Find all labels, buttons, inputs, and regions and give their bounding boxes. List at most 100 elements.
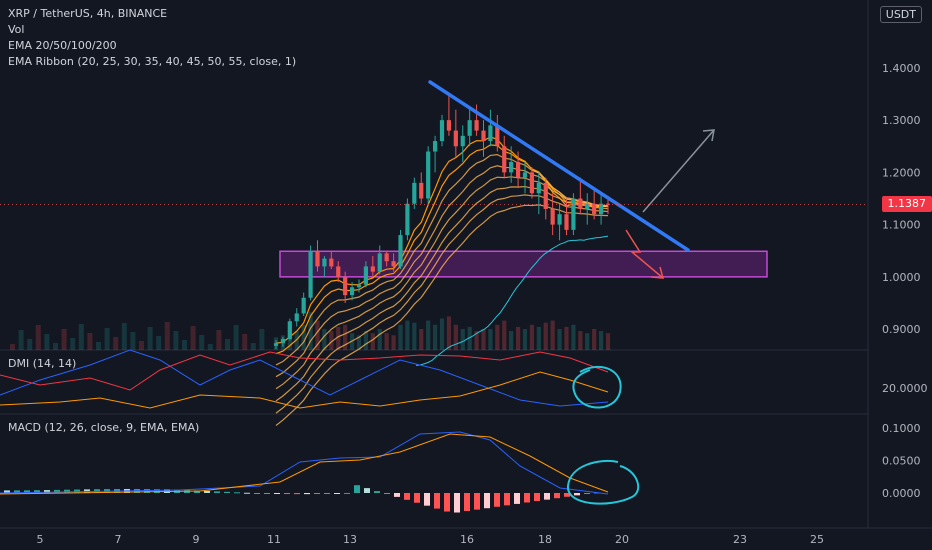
macd-histogram-bar xyxy=(54,489,60,493)
candle-body xyxy=(405,203,410,236)
volume-bar xyxy=(78,324,84,350)
bearish-arrow-head xyxy=(650,266,665,279)
volume-bar xyxy=(543,322,548,350)
candle-body xyxy=(349,287,355,296)
candle-body xyxy=(598,203,604,215)
time-tick-label: 5 xyxy=(37,533,44,546)
volume-bar xyxy=(377,329,382,350)
volume-bar xyxy=(412,322,417,350)
symbol-title[interactable]: XRP / TetherUS, 4h, BINANCE xyxy=(8,7,168,20)
macd-histogram-bar xyxy=(494,493,500,507)
time-tick-label: 9 xyxy=(193,533,200,546)
candle-body xyxy=(336,266,341,277)
last-price-badge: 1.1387 xyxy=(881,196,932,213)
volume-bar xyxy=(315,320,320,350)
candle-body xyxy=(536,182,541,194)
macd-histogram-bar xyxy=(284,493,290,495)
macd-histogram-bar xyxy=(334,493,340,494)
macd-histogram-bar xyxy=(424,493,430,506)
volume-bar xyxy=(426,320,431,350)
price-tick-label: 1.0000 xyxy=(882,271,921,284)
macd-histogram-bar xyxy=(314,493,320,495)
price-tick-label: 1.3000 xyxy=(882,114,921,127)
volume-bar xyxy=(27,339,33,350)
macd-label[interactable]: MACD (12, 26, close, 9, EMA, EMA) xyxy=(8,421,200,434)
candle-body xyxy=(446,120,452,131)
volume-bar xyxy=(585,333,590,350)
macd-histogram-bar xyxy=(264,493,270,494)
candle-body xyxy=(301,297,306,314)
macd-histogram-bar xyxy=(154,489,160,493)
candle-body xyxy=(488,125,493,142)
volume-bar xyxy=(130,332,136,350)
price-tick-label: 1.2000 xyxy=(882,166,921,179)
dmi-line xyxy=(0,351,609,391)
volume-bar xyxy=(336,326,341,350)
volume-bar xyxy=(405,320,410,350)
candle-body xyxy=(384,253,389,262)
candle-body xyxy=(467,120,472,136)
volume-bar xyxy=(182,340,187,350)
candle-body xyxy=(509,161,514,173)
macd-histogram-bar xyxy=(324,493,330,494)
currency-badge[interactable]: USDT xyxy=(879,6,922,23)
main-legend: XRP / TetherUS, 4h, BINANCE Vol EMA 20/5… xyxy=(8,6,296,70)
volume-bar xyxy=(44,334,50,350)
volume-bar xyxy=(515,326,521,350)
macd-histogram-bar xyxy=(214,491,220,493)
macd-histogram-bar xyxy=(514,493,520,504)
macd-histogram-bar xyxy=(394,493,400,497)
time-tick-label: 23 xyxy=(733,533,747,546)
volume-bar xyxy=(308,312,313,350)
volume-bar xyxy=(467,326,472,350)
candle-body xyxy=(522,172,528,178)
volume-bar xyxy=(557,329,562,350)
candle-body xyxy=(294,313,299,322)
volume-label[interactable]: Vol xyxy=(8,23,25,36)
macd-histogram-bar xyxy=(564,493,570,497)
macd-histogram-bar xyxy=(464,493,470,512)
macd-histogram-bar xyxy=(44,490,50,493)
volume-bar xyxy=(453,324,458,350)
macd-tick-label: 0.0000 xyxy=(882,487,921,500)
ema-label[interactable]: EMA 20/50/100/200 xyxy=(8,39,117,52)
volume-bar xyxy=(384,333,389,350)
volume-bar xyxy=(61,329,67,350)
candle-body xyxy=(308,250,313,298)
candle-body xyxy=(363,266,369,285)
macd-histogram-bar xyxy=(344,492,350,494)
time-tick-label: 18 xyxy=(538,533,552,546)
candle-body xyxy=(550,208,555,225)
candle-body xyxy=(529,172,535,194)
volume-bar xyxy=(147,327,153,350)
candle-body xyxy=(426,151,431,199)
ema-ribbon-line xyxy=(275,136,609,344)
macd-histogram-bar xyxy=(554,493,560,499)
macd-line xyxy=(0,431,609,495)
candle-body xyxy=(356,284,362,288)
volume-bar xyxy=(536,326,541,350)
price-tick-label: 1.1000 xyxy=(882,219,921,232)
candle-body xyxy=(377,253,382,272)
volume-bar xyxy=(139,341,144,350)
volume-bar xyxy=(104,328,110,350)
volume-bar xyxy=(53,343,58,350)
volume-bar xyxy=(605,333,611,350)
time-tick-label: 25 xyxy=(810,533,824,546)
time-tick-label: 11 xyxy=(267,533,281,546)
volume-bar xyxy=(481,329,486,350)
volume-bar xyxy=(363,331,369,350)
volume-bar xyxy=(495,324,500,350)
candle-body xyxy=(398,235,403,267)
macd-histogram-bar xyxy=(534,493,540,502)
dmi-label[interactable]: DMI (14, 14) xyxy=(8,357,77,370)
volume-bar xyxy=(474,331,479,350)
volume-bar xyxy=(343,324,348,350)
macd-histogram-bar xyxy=(304,493,310,495)
ema-ribbon-label[interactable]: EMA Ribbon (20, 25, 30, 35, 40, 45, 50, … xyxy=(8,55,297,68)
volume-bar xyxy=(199,335,205,350)
macd-histogram-bar xyxy=(64,489,70,493)
macd-histogram-bar xyxy=(234,492,240,494)
candle-body xyxy=(432,141,438,152)
